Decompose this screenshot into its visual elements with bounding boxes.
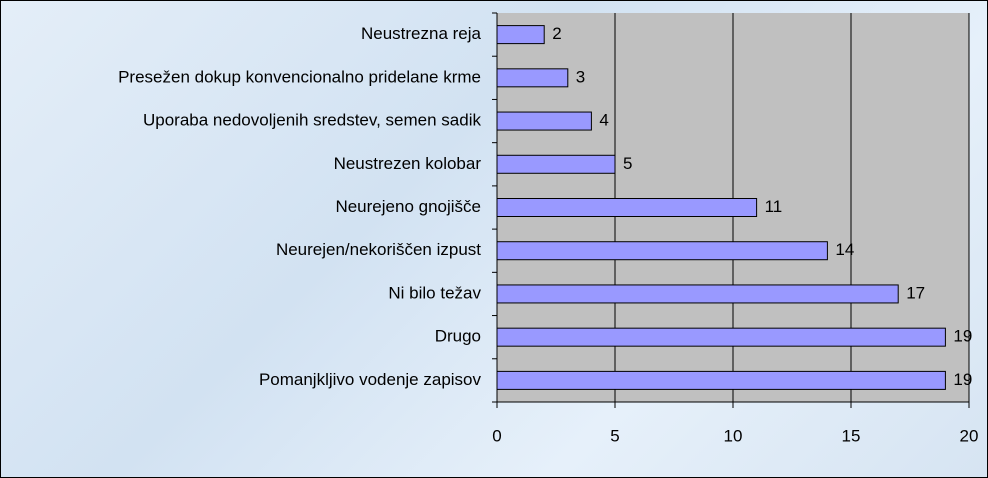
data-label: 17 (906, 283, 925, 302)
bar (496, 284, 899, 304)
bar (496, 154, 616, 174)
y-tick-label: Neustrezen kolobar (334, 154, 482, 173)
data-label: 14 (835, 240, 854, 259)
y-tick-label: Presežen dokup konvencionalno pridelane … (118, 67, 481, 86)
data-label: 19 (953, 327, 972, 346)
bar (496, 111, 592, 131)
bar (496, 241, 828, 261)
y-tick-label: Ni bilo težav (388, 283, 481, 302)
x-tick-label: 15 (842, 426, 861, 445)
x-tick-label: 5 (610, 426, 619, 445)
x-tick-label: 20 (960, 426, 979, 445)
y-tick-label: Neurejen/nekoriščen izpust (276, 240, 481, 259)
bar (496, 68, 569, 88)
x-tick-label: 0 (492, 426, 501, 445)
data-label: 11 (765, 197, 783, 216)
data-label: 3 (576, 67, 585, 86)
bar (496, 370, 946, 390)
data-label: 4 (599, 111, 608, 130)
data-label: 5 (623, 154, 632, 173)
bar (496, 198, 758, 217)
y-tick-label: Drugo (435, 327, 481, 346)
y-tick-label: Neustrezna reja (361, 24, 482, 43)
data-label: 19 (953, 370, 972, 389)
y-tick-label: Pomanjkljivo vodenje zapisov (259, 370, 482, 389)
bar (496, 327, 946, 347)
x-tick-label: 10 (724, 426, 743, 445)
bar (496, 25, 545, 45)
y-tick-label: Neurejeno gnojišče (335, 197, 481, 216)
data-label: 2 (552, 24, 561, 43)
y-tick-label: Uporaba nedovoljenih sredstev, semen sad… (143, 111, 481, 130)
